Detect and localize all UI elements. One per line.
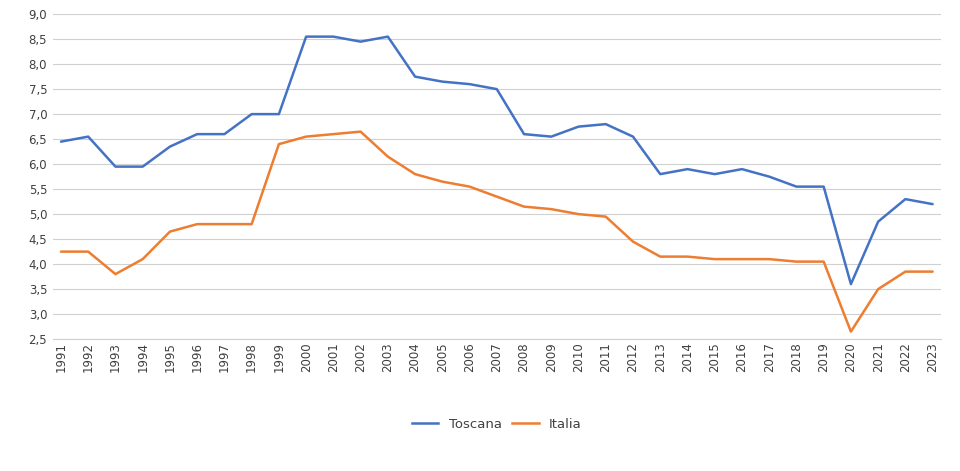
Toscana <box>763 174 775 179</box>
Italia <box>164 229 176 235</box>
Toscana <box>900 196 911 202</box>
Italia <box>191 221 203 227</box>
Italia <box>300 134 312 139</box>
Toscana <box>573 124 585 130</box>
Italia <box>492 194 503 199</box>
Toscana <box>327 34 339 40</box>
Toscana <box>708 171 720 177</box>
Italia <box>900 269 911 275</box>
Italia <box>708 256 720 262</box>
Italia <box>137 256 149 262</box>
Legend: Toscana, Italia: Toscana, Italia <box>406 413 588 437</box>
Italia <box>464 184 475 189</box>
Toscana <box>873 219 884 225</box>
Italia <box>545 206 557 212</box>
Toscana <box>627 134 638 139</box>
Italia <box>926 269 938 275</box>
Italia <box>573 211 585 217</box>
Toscana <box>600 122 612 127</box>
Italia <box>409 171 420 177</box>
Italia <box>83 249 94 254</box>
Toscana <box>409 74 420 80</box>
Toscana <box>246 111 257 117</box>
Italia <box>382 154 394 160</box>
Italia <box>655 254 666 260</box>
Toscana <box>191 131 203 137</box>
Toscana <box>736 166 748 172</box>
Toscana <box>818 184 829 189</box>
Toscana <box>545 134 557 139</box>
Toscana <box>682 166 693 172</box>
Toscana <box>791 184 803 189</box>
Italia <box>274 141 285 147</box>
Toscana <box>56 139 67 145</box>
Italia <box>845 329 856 334</box>
Italia <box>736 256 748 262</box>
Italia <box>600 214 612 219</box>
Toscana <box>109 164 121 170</box>
Italia <box>627 239 638 244</box>
Toscana <box>164 144 176 149</box>
Toscana <box>274 111 285 117</box>
Toscana <box>355 39 367 44</box>
Toscana <box>83 134 94 139</box>
Toscana <box>300 34 312 40</box>
Toscana <box>518 131 530 137</box>
Toscana <box>437 79 448 84</box>
Toscana <box>845 281 856 287</box>
Toscana <box>382 34 394 40</box>
Italia <box>682 254 693 260</box>
Line: Toscana: Toscana <box>61 37 932 284</box>
Italia <box>355 129 367 134</box>
Toscana <box>492 86 503 92</box>
Italia <box>818 259 829 264</box>
Toscana <box>137 164 149 170</box>
Italia <box>791 259 803 264</box>
Italia <box>873 286 884 292</box>
Italia <box>56 249 67 254</box>
Italia <box>109 271 121 277</box>
Toscana <box>464 81 475 87</box>
Italia <box>219 221 230 227</box>
Italia <box>437 179 448 185</box>
Toscana <box>219 131 230 137</box>
Toscana <box>655 171 666 177</box>
Italia <box>246 221 257 227</box>
Italia <box>327 131 339 137</box>
Italia <box>763 256 775 262</box>
Toscana <box>926 201 938 207</box>
Italia <box>518 204 530 210</box>
Line: Italia: Italia <box>61 131 932 332</box>
